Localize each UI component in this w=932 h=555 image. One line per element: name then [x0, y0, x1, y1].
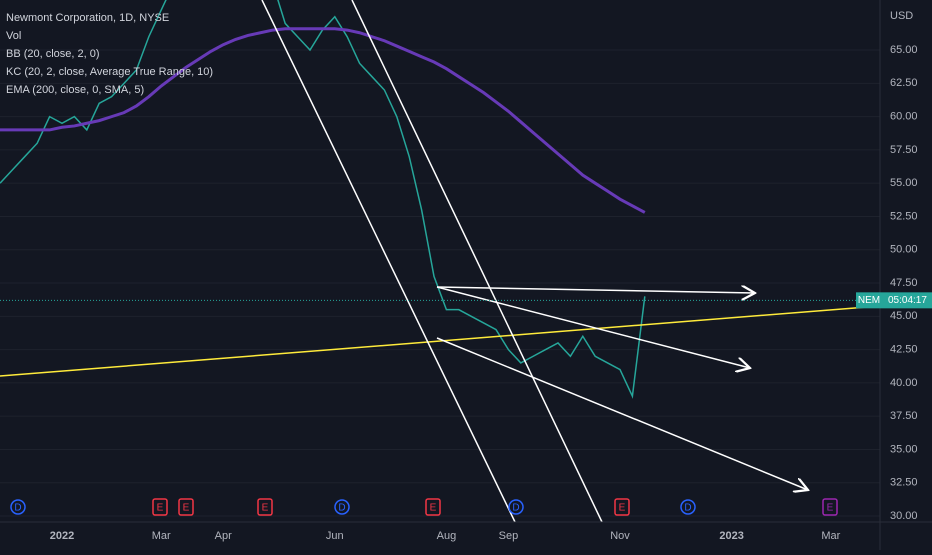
event-label: E [183, 503, 190, 514]
y-tick-label: 62.50 [890, 77, 918, 89]
x-tick-label: Apr [215, 530, 232, 542]
x-tick-label: Nov [610, 530, 630, 542]
event-label: E [157, 503, 164, 514]
arrow [436, 337, 808, 490]
x-tick-label: 2023 [719, 530, 743, 542]
y-tick-label: 42.50 [890, 344, 918, 356]
x-tick-label: 2022 [50, 530, 74, 542]
y-tick-label: 65.00 [890, 44, 918, 56]
x-tick-label: Aug [437, 530, 457, 542]
event-marker [334, 499, 350, 515]
event-label: D [14, 503, 21, 514]
event-label: E [827, 503, 834, 514]
arrow [436, 287, 755, 293]
y-tick-label: 35.00 [890, 443, 918, 455]
series-line [0, 27, 646, 214]
x-tick-label: Mar [821, 530, 840, 542]
tag-box [882, 292, 932, 309]
y-tick-label: 55.00 [890, 177, 918, 189]
trend-line [261, 0, 516, 523]
event-marker [178, 498, 194, 516]
y-tick-label: 40.00 [890, 377, 918, 389]
price-tag: NEM 05:04:17 [0, 292, 932, 309]
x-tick-label: Sep [499, 530, 519, 542]
currency: USD [890, 10, 913, 22]
event-marker [508, 499, 524, 515]
y-tick-label: 52.50 [890, 210, 918, 222]
event-marker [152, 498, 168, 516]
y-tick-label: 57.50 [890, 144, 918, 156]
plot [0, 0, 646, 399]
y-tick-label: 32.50 [890, 477, 918, 489]
event-label: E [262, 503, 269, 514]
y-tick-label: 60.00 [890, 111, 918, 123]
y-tick-label: 47.50 [890, 277, 918, 289]
y-tick-label: 50.00 [890, 244, 918, 256]
event-label: D [338, 503, 345, 514]
event-marker [680, 499, 696, 515]
trend-line [351, 0, 603, 523]
chart-title: Newmont Corporation, 1D, NYSE [6, 12, 169, 24]
event-label: E [430, 503, 437, 514]
event-label: D [684, 503, 691, 514]
event-label: E [619, 503, 626, 514]
x-tick-label: Jun [326, 530, 344, 542]
event-marker [425, 498, 441, 516]
indicator: EMA (200, close, 0, SMA, 5) [6, 84, 144, 96]
indicator: BB (20, close, 2, 0) [6, 48, 100, 60]
y-tick-label: 45.00 [890, 310, 918, 322]
event-label: D [512, 503, 519, 514]
event-marker [257, 498, 273, 516]
x-tick-label: Mar [152, 530, 171, 542]
event-marker [614, 498, 630, 516]
event-marker [10, 499, 26, 515]
event-marker [822, 498, 838, 516]
drawings [0, 0, 881, 523]
indicator: Vol [6, 30, 21, 42]
indicator: KC (20, 2, close, Average True Range, 10… [6, 66, 213, 78]
tag-symbol: NEM [858, 295, 880, 306]
trend-line [0, 305, 881, 377]
y-tick-label: 37.50 [890, 410, 918, 422]
tag-countdown: 05:04:17 [888, 295, 927, 306]
tag-box [856, 292, 882, 309]
y-tick-label: 30.00 [890, 510, 918, 522]
